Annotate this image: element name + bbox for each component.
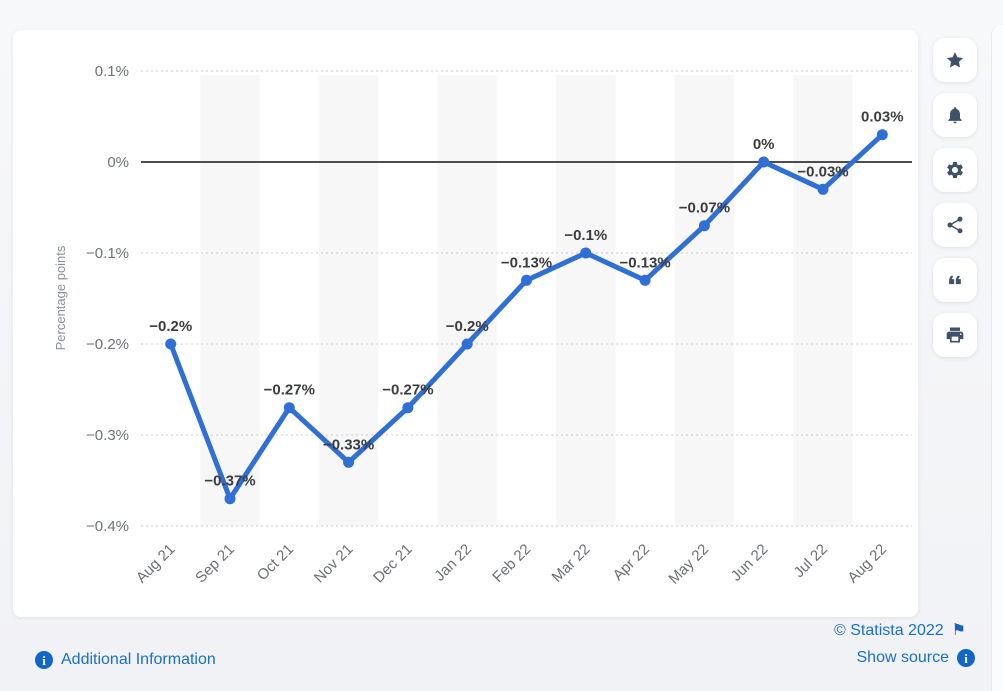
data-point[interactable] [343,456,355,468]
x-tick-label: Apr 22 [610,541,653,584]
footer-right: © Statista 2022 ⚑ Show source i [834,622,975,667]
data-point-label: 0% [753,136,775,153]
plot-band [556,75,616,526]
data-point[interactable] [876,129,888,141]
plot-band [200,75,260,526]
plot-band [793,75,853,526]
favorite-button[interactable] [933,38,977,82]
alerts-button[interactable] [933,93,977,137]
data-point-label: 0.03% [861,109,904,126]
y-axis-title: Percentage points [53,245,68,350]
x-tick-label: Feb 22 [489,541,534,586]
action-toolbar [933,38,977,357]
footer-left: i Additional Information [35,651,216,669]
plot-band [437,75,497,526]
data-point-label: −0.2% [149,318,192,335]
right-edge-panel [991,25,1003,691]
data-point[interactable] [639,274,651,286]
y-tick-label: −0.2% [86,336,129,353]
data-point-label: −0.33% [323,436,374,453]
plot-band [318,75,379,526]
data-point-label: −0.27% [382,382,433,399]
info-icon: i [957,649,975,667]
data-point[interactable] [521,274,532,286]
x-tick-label: Aug 22 [844,541,890,587]
data-point-label: −0.1% [564,227,607,244]
data-point[interactable] [461,338,473,350]
data-point-label: −0.37% [204,473,255,490]
y-tick-label: 0% [107,154,129,171]
additional-information-label: Additional Information [61,651,216,668]
x-tick-label: Oct 21 [254,541,297,584]
data-point[interactable] [402,402,414,414]
x-tick-label: May 22 [665,541,712,588]
plot-band [674,75,735,526]
settings-button[interactable] [933,148,977,192]
x-tick-label: Nov 21 [311,541,357,587]
star-icon [946,52,964,68]
chart-card: 0.1% 0% −0.1% −0.2% −0.3% −0.4% Percentage poi… [13,30,918,617]
print-button[interactable] [933,313,977,357]
info-icon: i [35,651,53,669]
y-tick-label: 0.1% [95,63,129,80]
data-point-label: −0.07% [679,200,730,217]
data-point[interactable] [580,247,592,259]
line-chart: 0.1% 0% −0.1% −0.2% −0.3% −0.4% Percentage poi… [53,63,912,588]
x-tick-label: Aug 21 [133,541,179,587]
trend-line [168,132,885,502]
data-point[interactable] [283,402,295,414]
x-tick-label: Mar 22 [549,541,594,586]
printer-icon [946,327,964,343]
y-tick-label: −0.1% [86,245,129,262]
data-point[interactable] [817,183,829,195]
share-button[interactable] [933,203,977,247]
x-tick-label: Jan 22 [431,541,475,585]
data-point[interactable] [698,220,710,232]
data-point[interactable] [758,156,770,168]
data-point[interactable] [165,338,177,350]
statista-copyright-link[interactable]: © Statista 2022 [834,622,944,639]
share-icon [947,216,963,234]
cite-button[interactable] [933,258,977,302]
data-point-label: −0.27% [264,382,315,399]
bell-icon [948,107,962,124]
data-point-label: −0.03% [797,163,848,180]
show-source-link[interactable]: Show source [856,649,950,666]
data-point-label: −0.13% [619,254,670,271]
data-point-label: −0.2% [446,318,489,335]
additional-information-link[interactable]: i Additional Information [35,651,216,669]
gear-icon [947,162,963,178]
data-point-label: −0.13% [501,254,552,271]
y-tick-label: −0.3% [86,427,129,444]
flag-icon: ⚑ [951,622,966,639]
x-tick-label: Jun 22 [728,541,772,585]
x-tick-label: Sep 21 [192,541,238,587]
x-tick-label: Dec 21 [370,541,416,587]
data-point[interactable] [224,493,236,505]
y-tick-label: −0.4% [86,518,129,535]
quote-icon [949,275,961,285]
x-tick-label: Jul 22 [791,541,831,581]
